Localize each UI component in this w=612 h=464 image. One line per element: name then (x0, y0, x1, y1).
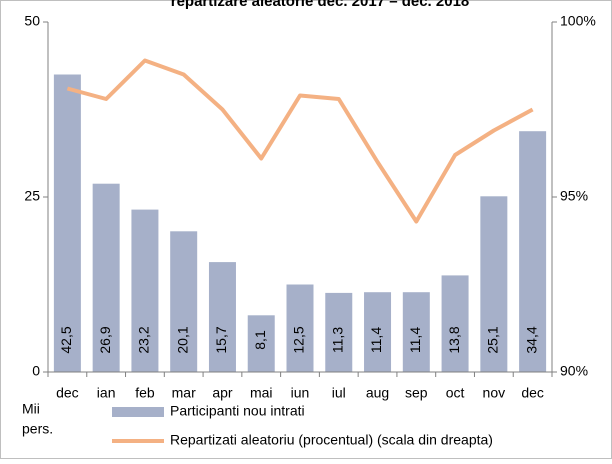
legend-swatch (112, 407, 164, 417)
x-tick-label: apr (212, 385, 233, 401)
y-tick-label: 0 (32, 363, 40, 379)
bar-value-label: 12,5 (291, 326, 307, 353)
bar (402, 292, 430, 372)
bar (170, 231, 198, 372)
bar-value-label: 13,8 (446, 326, 462, 353)
x-tick-label: feb (135, 385, 155, 401)
bar (364, 292, 392, 372)
y-tick-label: 25 (24, 188, 40, 204)
y2-tick-label: 100% (560, 13, 596, 29)
bar (247, 315, 275, 372)
y-tick-label: 50 (24, 13, 40, 29)
bar-value-label: 15,7 (213, 326, 229, 353)
bar (131, 209, 159, 372)
bar-value-label: 11,4 (368, 327, 384, 353)
x-tick-label: nov (483, 385, 506, 401)
legend-label: Participanti nou intrati (170, 403, 305, 419)
bar-value-label: 42,5 (58, 326, 74, 353)
x-tick-label: aug (366, 385, 389, 401)
bar-value-label: 26,9 (97, 326, 113, 353)
bar (53, 74, 81, 372)
x-tick-label: mai (250, 385, 273, 401)
x-tick-label: mar (172, 385, 196, 401)
y-unit-label: Mii (22, 401, 40, 417)
bar (325, 292, 353, 372)
bar-value-label: 34,4 (523, 326, 539, 353)
x-tick-label: iun (291, 385, 310, 401)
y2-tick-label: 95% (560, 188, 588, 204)
bar-value-label: 20,1 (174, 326, 190, 353)
bar (480, 196, 508, 372)
y2-tick-label: 90% (560, 363, 588, 379)
bar (441, 275, 469, 372)
bar-value-label: 23,2 (136, 326, 152, 353)
legend-label: Repartizati aleatoriu (procentual) (scal… (170, 432, 493, 448)
x-tick-label: sep (405, 385, 428, 401)
x-tick-label: dec (521, 385, 544, 401)
chart-title: repartizare aleatorie dec. 2017 – dec. 2… (171, 0, 470, 10)
x-tick-label: oct (446, 385, 465, 401)
x-tick-label: ian (97, 385, 116, 401)
bar (519, 131, 547, 372)
bar-value-label: 11,4 (407, 327, 423, 353)
bar (286, 284, 314, 372)
x-tick-label: iul (332, 385, 346, 401)
line-series (66, 58, 534, 224)
bar-value-label: 25,1 (485, 326, 501, 353)
bar (208, 262, 236, 372)
bar-value-label: 8,1 (252, 330, 268, 350)
y-unit-label: pers. (22, 421, 53, 437)
bar-value-label: 11,3 (329, 327, 345, 353)
bar (92, 183, 120, 372)
x-tick-label: dec (56, 385, 79, 401)
